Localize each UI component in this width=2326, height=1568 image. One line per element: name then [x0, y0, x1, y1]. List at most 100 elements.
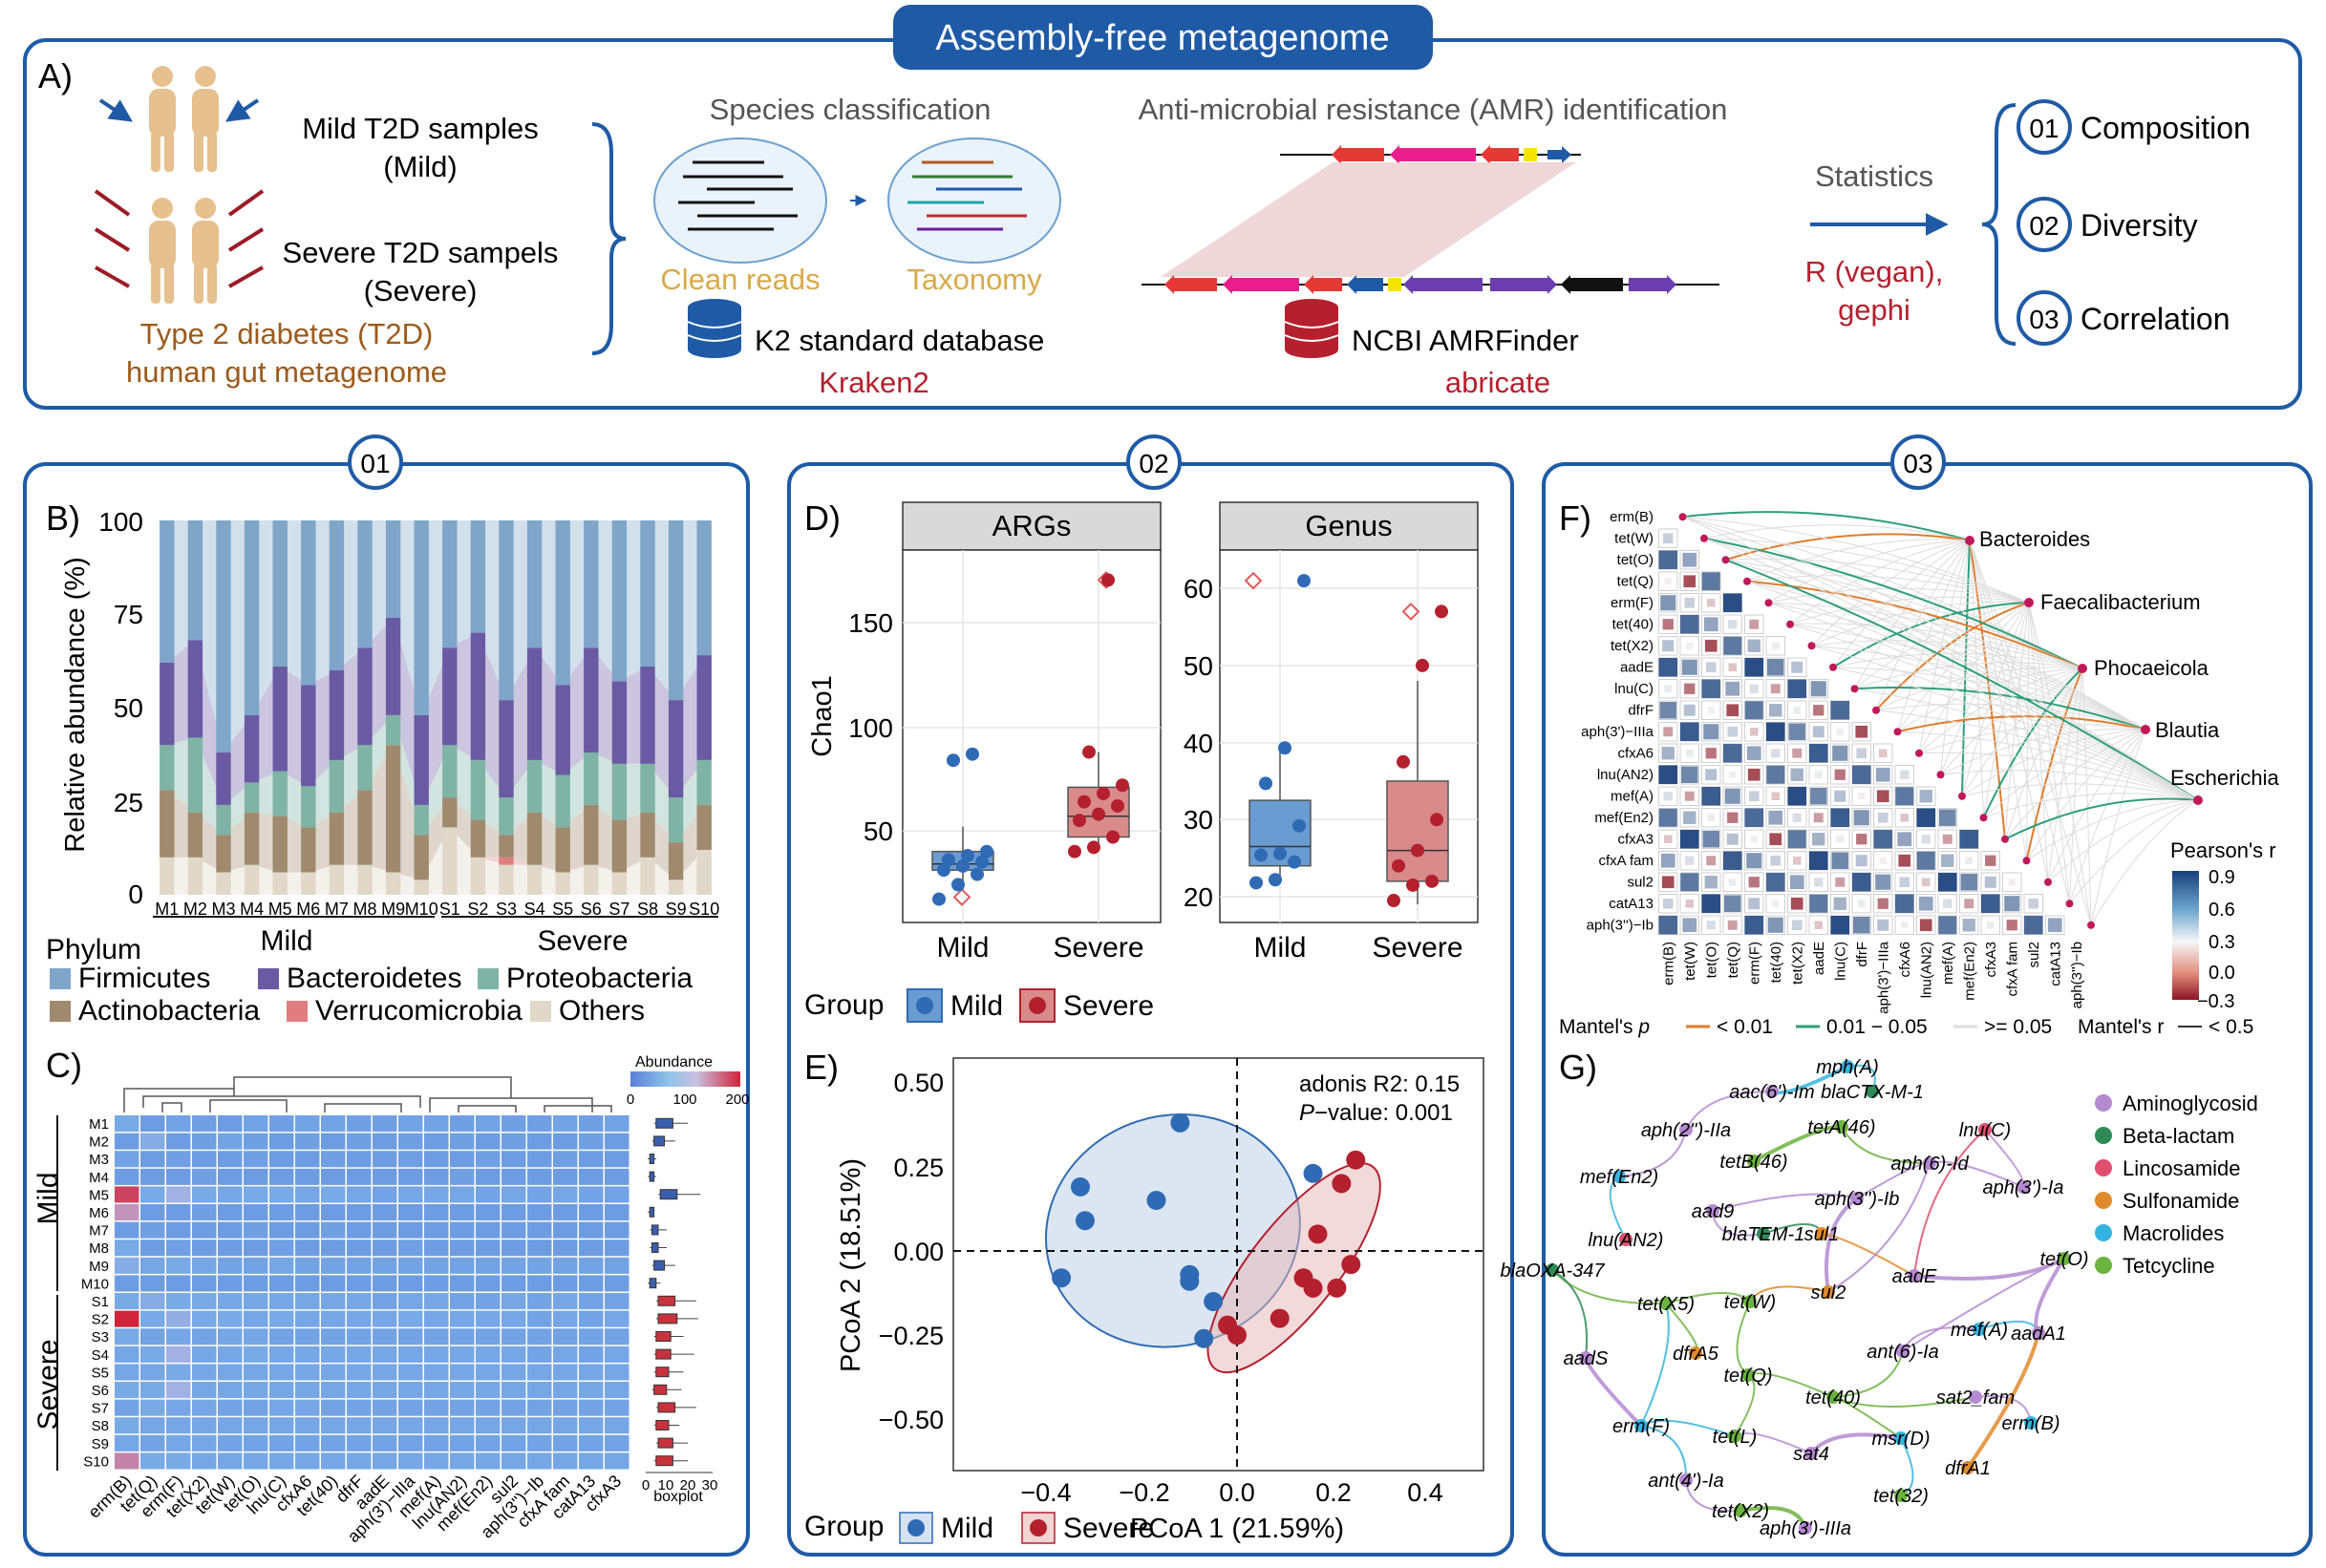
heat-cell-M5-13 — [450, 1186, 475, 1203]
heat-cell-S7-13 — [450, 1399, 475, 1416]
heat-cell-S3-10 — [373, 1328, 397, 1346]
point-severe-5 — [1111, 798, 1124, 813]
heat-cell-M3-18 — [579, 1151, 604, 1168]
pvalue-rest: −value: 0.001 — [1314, 1100, 1453, 1126]
boxplot-box-S5 — [655, 1367, 670, 1378]
heat-cell-S6-0 — [115, 1382, 139, 1399]
heat-row-M6: M6 — [89, 1205, 109, 1221]
pcoa-point-mild-9 — [1303, 1163, 1323, 1183]
boxplot-box-S2 — [657, 1313, 678, 1324]
pcoa-point-severe-4 — [1327, 1278, 1347, 1298]
corr-node-10 — [1893, 728, 1902, 736]
species-title: Species classification — [710, 93, 992, 126]
panel-c-label: C) — [46, 1046, 82, 1085]
corr-cell-2-0 — [1658, 550, 1677, 569]
heat-cell-M3-12 — [424, 1151, 449, 1168]
pearson-tick-00: 0.0 — [2209, 963, 2235, 984]
heat-cell-S5-1 — [140, 1364, 165, 1381]
bar-M10-bacteroidetes — [414, 714, 429, 805]
mantel-link-1-2 — [1725, 558, 2030, 604]
boxplot-box-S3 — [655, 1331, 672, 1342]
corr-frame-11-10 — [1873, 743, 1893, 763]
network-edge-11 — [1712, 1193, 1858, 1212]
heat-cell-M9-5 — [244, 1257, 268, 1274]
heat-cell-M9-0 — [115, 1257, 139, 1274]
heat-cell-S6-19 — [605, 1382, 630, 1399]
corr-frame-10-7 — [1808, 722, 1828, 742]
corr-cell-17-16 — [2008, 879, 2016, 886]
corr-cell-16-13 — [1941, 854, 1954, 867]
heat-cell-M9-6 — [269, 1257, 294, 1274]
heat-cell-S3-4 — [218, 1328, 243, 1346]
facet-args-strip — [902, 501, 1162, 551]
mantel-p-title: Mantel's p — [1559, 1016, 1650, 1038]
heat-cell-M7-16 — [527, 1221, 552, 1239]
heat-cell-S8-4 — [218, 1417, 243, 1434]
heat-cell-M7-15 — [501, 1221, 526, 1239]
network-node-35 — [1679, 1473, 1693, 1487]
mantel-link-0-4 — [1768, 540, 1971, 604]
corr-frame-15-11 — [1894, 829, 1914, 849]
corr-row-3: tet(Q) — [1617, 574, 1654, 590]
boxplot-tick-30: 30 — [702, 1477, 718, 1494]
corr-cell-18-3 — [1724, 895, 1741, 912]
bar-M1-actinobacteria — [160, 790, 175, 858]
heat-cell-M7-17 — [553, 1221, 578, 1239]
heat-cell-M6-14 — [476, 1204, 501, 1221]
point-severe-0 — [1387, 894, 1400, 908]
corr-cell-15-4 — [1750, 836, 1758, 843]
corr-node-12 — [1936, 771, 1945, 779]
class-legend-2: Lincosamide — [2123, 1156, 2241, 1180]
corr-cell-5-2 — [1703, 617, 1718, 632]
point-mild-6 — [1259, 776, 1272, 791]
kraken-label: Kraken2 — [819, 366, 928, 399]
heat-cell-M2-2 — [166, 1133, 191, 1150]
corr-cell-9-4 — [1744, 701, 1763, 720]
corr-frame-19-2 — [1701, 915, 1721, 935]
corr-frame-19-9 — [1851, 915, 1871, 935]
corr-node-14 — [1979, 814, 1988, 822]
heat-cell-S7-19 — [605, 1399, 630, 1416]
corr-frame-16-15 — [1980, 851, 2000, 871]
corr-cell-19-6 — [1791, 920, 1803, 931]
corr-node-2 — [1721, 556, 1730, 564]
bar-M4-firmicutes — [244, 520, 260, 715]
point-mild-1 — [1269, 873, 1282, 887]
corr-frame-6-2 — [1701, 636, 1721, 656]
corr-frame-12-3 — [1722, 765, 1742, 785]
pcoa-point-mild-8 — [1194, 1328, 1214, 1348]
legend-swatch-firmicutes — [50, 968, 71, 989]
bar-M9-bacteroidetes — [385, 617, 401, 715]
corr-cell-17-7 — [1814, 878, 1824, 887]
heat-cell-S9-16 — [527, 1434, 552, 1451]
panel-d-legend-severe-text: Severe — [1063, 990, 1154, 1022]
corr-frame-14-9 — [1851, 808, 1871, 828]
corr-cell-17-9 — [1852, 873, 1871, 892]
phylum-legend: Firmicutes Bacteroidetes Proteobacteria Act… — [50, 963, 693, 1027]
network-node-37 — [1734, 1504, 1747, 1517]
heat-cell-M5-0 — [115, 1186, 139, 1203]
heat-cell-M9-2 — [166, 1257, 191, 1274]
bar-S4-actinobacteria — [526, 812, 543, 865]
network-label-8: aph(6)-Id — [1890, 1154, 1969, 1175]
point-severe-7 — [1416, 658, 1429, 672]
bar-S3-actinobacteria — [499, 835, 514, 858]
heat-cell-S3-17 — [553, 1328, 578, 1346]
corr-frame-17-6 — [1787, 872, 1807, 892]
corr-frame-19-11 — [1894, 915, 1914, 935]
heat-cell-M3-19 — [605, 1151, 630, 1168]
corr-frame-13-9 — [1851, 786, 1871, 806]
heat-cell-S1-12 — [424, 1293, 449, 1310]
heat-cell-M4-17 — [553, 1168, 578, 1185]
pcoa-ylabel: PCoA 2 (18.51%) — [836, 1158, 866, 1372]
xtick-S5: S5 — [552, 900, 573, 919]
heat-cell-S10-4 — [218, 1452, 243, 1470]
heat-cell-S4-4 — [218, 1346, 243, 1363]
network-edge-41 — [1902, 1258, 2065, 1352]
corr-cell-18-1 — [1685, 899, 1695, 908]
corr-frame-19-16 — [2002, 915, 2022, 935]
heat-cell-S7-6 — [269, 1399, 294, 1416]
network-label-36: tet(32) — [1873, 1486, 1929, 1507]
corr-frame-16-13 — [1937, 851, 1957, 871]
network-node-22 — [2032, 1326, 2045, 1340]
